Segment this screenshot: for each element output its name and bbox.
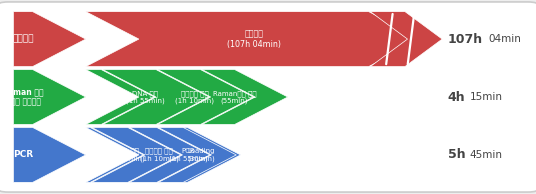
Text: PCR: PCR [13,150,33,159]
Polygon shape [13,127,86,182]
Text: Loading
(30min): Loading (30min) [188,148,215,162]
Polygon shape [183,127,241,182]
Text: 제한효소 처리
(1h 10min): 제한효소 처리 (1h 10min) [139,148,178,162]
Text: 4h: 4h [448,90,465,104]
Text: 원심분리
(15min): 원심분리 (15min) [90,148,118,162]
FancyBboxPatch shape [0,2,536,192]
Text: Raman 기반
패혈증 진단기술: Raman 기반 패혈증 진단기술 [2,87,44,107]
Text: 5h: 5h [448,148,465,161]
Polygon shape [92,127,181,182]
Text: 15min: 15min [470,92,503,102]
Polygon shape [158,70,254,124]
Polygon shape [13,70,86,124]
Text: PCR
(1h 55min): PCR (1h 55min) [169,148,207,162]
Polygon shape [86,70,154,124]
Text: 원심분리
(15min): 원심분리 (15min) [95,90,123,104]
Text: DNA 추출
(1h 55min): DNA 추출 (1h 55min) [126,90,165,104]
Text: 45min: 45min [470,150,503,160]
Polygon shape [13,12,86,67]
Text: 혈액배양: 혈액배양 [12,35,34,44]
Text: DNA 추출
(1h 55min): DNA 추출 (1h 55min) [106,148,145,162]
Polygon shape [86,12,422,67]
Text: Raman분광 측정
(55min): Raman분광 측정 (55min) [212,90,256,104]
Polygon shape [103,70,209,124]
Text: 04min: 04min [489,34,522,44]
Polygon shape [370,12,442,67]
Text: 최종보고
(107h 04min): 최종보고 (107h 04min) [227,29,281,49]
Polygon shape [86,127,143,182]
Text: 107h: 107h [448,33,483,46]
Polygon shape [159,127,239,182]
Text: 제한효소 처리
(1h 10min): 제한효소 처리 (1h 10min) [175,90,214,104]
Polygon shape [129,127,210,182]
Polygon shape [202,70,288,124]
